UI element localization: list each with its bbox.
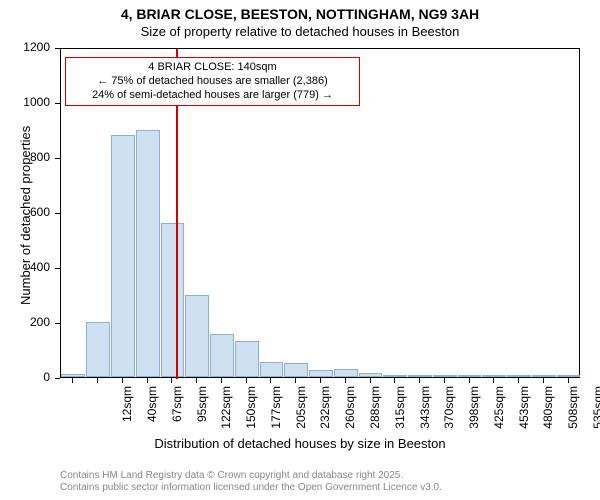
xtick-label: 95sqm bbox=[195, 386, 209, 436]
xtick-label: 232sqm bbox=[318, 386, 332, 436]
xtick-mark bbox=[518, 378, 519, 383]
histogram-bar bbox=[408, 375, 432, 377]
ytick-label: 200 bbox=[0, 315, 50, 329]
xtick-mark bbox=[147, 378, 148, 383]
histogram-bar bbox=[433, 375, 457, 377]
xtick-label: 177sqm bbox=[269, 386, 283, 436]
ytick-mark bbox=[55, 48, 60, 49]
xtick-label: 288sqm bbox=[368, 386, 382, 436]
xtick-mark bbox=[72, 378, 73, 383]
histogram-bar bbox=[334, 369, 358, 377]
annotation-box: 4 BRIAR CLOSE: 140sqm← 75% of detached h… bbox=[65, 57, 360, 106]
ytick-label: 0 bbox=[0, 370, 50, 384]
ytick-mark bbox=[55, 268, 60, 269]
annotation-line: ← 75% of detached houses are smaller (2,… bbox=[72, 75, 353, 89]
xtick-mark bbox=[493, 378, 494, 383]
xtick-mark bbox=[543, 378, 544, 383]
xtick-mark bbox=[295, 378, 296, 383]
xtick-label: 40sqm bbox=[145, 386, 159, 436]
xtick-label: 343sqm bbox=[418, 386, 432, 436]
xtick-mark bbox=[568, 378, 569, 383]
xtick-label: 122sqm bbox=[219, 386, 233, 436]
ytick-mark bbox=[55, 323, 60, 324]
xtick-mark bbox=[270, 378, 271, 383]
ytick-mark bbox=[55, 158, 60, 159]
xtick-mark bbox=[97, 378, 98, 383]
histogram-bar bbox=[235, 341, 259, 377]
xtick-mark bbox=[320, 378, 321, 383]
histogram-bar bbox=[458, 375, 482, 377]
plot-area: 4 BRIAR CLOSE: 140sqm← 75% of detached h… bbox=[60, 48, 580, 378]
xtick-mark bbox=[122, 378, 123, 383]
x-axis-label: Distribution of detached houses by size … bbox=[0, 436, 600, 451]
histogram-bar bbox=[557, 375, 581, 377]
xtick-mark bbox=[444, 378, 445, 383]
xtick-mark bbox=[370, 378, 371, 383]
chart-title: 4, BRIAR CLOSE, BEESTON, NOTTINGHAM, NG9… bbox=[0, 6, 600, 22]
annotation-line: 4 BRIAR CLOSE: 140sqm bbox=[72, 61, 353, 75]
xtick-mark bbox=[469, 378, 470, 383]
ytick-mark bbox=[55, 213, 60, 214]
xtick-label: 67sqm bbox=[170, 386, 184, 436]
histogram-bar bbox=[260, 362, 284, 377]
xtick-mark bbox=[394, 378, 395, 383]
histogram-bar bbox=[383, 375, 407, 377]
histogram-bar bbox=[86, 322, 110, 377]
histogram-bar bbox=[532, 375, 556, 377]
histogram-bar bbox=[136, 130, 160, 378]
footer-line: Contains HM Land Registry data © Crown c… bbox=[60, 470, 442, 482]
annotation-line: 24% of semi-detached houses are larger (… bbox=[72, 89, 353, 103]
xtick-mark bbox=[221, 378, 222, 383]
chart-subtitle: Size of property relative to detached ho… bbox=[0, 24, 600, 39]
y-axis-label: Number of detached properties bbox=[18, 126, 33, 305]
ytick-mark bbox=[55, 103, 60, 104]
xtick-label: 150sqm bbox=[244, 386, 258, 436]
xtick-mark bbox=[196, 378, 197, 383]
xtick-mark bbox=[171, 378, 172, 383]
xtick-mark bbox=[345, 378, 346, 383]
histogram-bar bbox=[482, 375, 506, 377]
xtick-label: 12sqm bbox=[120, 386, 134, 436]
ytick-mark bbox=[55, 378, 60, 379]
footer-attribution: Contains HM Land Registry data © Crown c… bbox=[60, 470, 442, 494]
histogram-bar bbox=[161, 223, 185, 377]
histogram-bar bbox=[507, 375, 531, 377]
histogram-bar bbox=[61, 374, 85, 377]
xtick-label: 453sqm bbox=[517, 386, 531, 436]
xtick-label: 508sqm bbox=[566, 386, 580, 436]
histogram-bar bbox=[111, 135, 135, 377]
histogram-bar bbox=[284, 363, 308, 377]
footer-line: Contains public sector information licen… bbox=[60, 482, 442, 494]
xtick-label: 398sqm bbox=[467, 386, 481, 436]
xtick-label: 315sqm bbox=[393, 386, 407, 436]
xtick-mark bbox=[246, 378, 247, 383]
xtick-label: 425sqm bbox=[492, 386, 506, 436]
xtick-mark bbox=[419, 378, 420, 383]
xtick-label: 535sqm bbox=[591, 386, 600, 436]
xtick-label: 480sqm bbox=[541, 386, 555, 436]
histogram-bar bbox=[185, 295, 209, 378]
ytick-label: 1000 bbox=[0, 95, 50, 109]
histogram-bar bbox=[359, 373, 383, 377]
histogram-bar bbox=[309, 370, 333, 377]
xtick-label: 205sqm bbox=[294, 386, 308, 436]
histogram-bar bbox=[210, 334, 234, 377]
ytick-label: 1200 bbox=[0, 40, 50, 54]
xtick-label: 370sqm bbox=[442, 386, 456, 436]
xtick-label: 260sqm bbox=[343, 386, 357, 436]
